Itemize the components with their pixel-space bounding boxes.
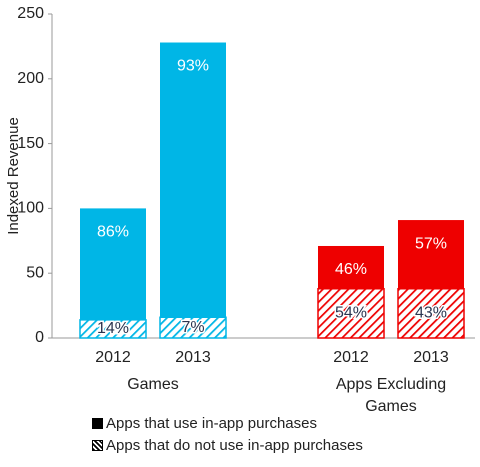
y-tick-label: 0: [35, 329, 44, 346]
y-tick-label: 150: [17, 135, 44, 152]
bar-segment: [160, 42, 226, 318]
data-label: 7%: [181, 319, 204, 336]
legend-entry: Apps that use in-app purchases: [92, 415, 317, 432]
bar-segment: [80, 208, 146, 320]
x-tick-label: 2013: [175, 349, 211, 366]
bar-segment: [397, 288, 465, 339]
x-tick-label: 2013: [413, 349, 449, 366]
data-label: 54%: [335, 305, 367, 322]
y-tick-label: 50: [26, 264, 44, 281]
y-tick-label: 100: [17, 200, 44, 217]
bar-segment: [317, 288, 385, 339]
group-label: Games: [127, 376, 179, 393]
data-label: 57%: [415, 235, 447, 252]
x-tick-label: 2012: [95, 349, 131, 366]
x-tick-label: 2012: [333, 349, 369, 366]
bar-segment: [398, 220, 464, 289]
group-label: Apps Excluding Games: [335, 376, 447, 415]
data-label: 86%: [97, 224, 129, 241]
legend-label: Apps that do not use in-app purchases: [106, 437, 363, 454]
data-label: 14%: [97, 320, 129, 337]
y-tick-label: 250: [17, 5, 44, 22]
bar-segment: [318, 245, 384, 289]
legend-swatch: [92, 418, 103, 429]
legend-label: Apps that use in-app purchases: [106, 415, 317, 432]
y-tick-label: 200: [17, 70, 44, 87]
y-axis-label: Indexed Revenue: [5, 117, 22, 235]
data-label: 93%: [177, 58, 209, 75]
data-label: 43%: [415, 305, 447, 322]
legend-entry: Apps that do not use in-app purchases: [92, 437, 363, 454]
data-label: 46%: [335, 261, 367, 278]
legend-swatch: [92, 440, 103, 451]
